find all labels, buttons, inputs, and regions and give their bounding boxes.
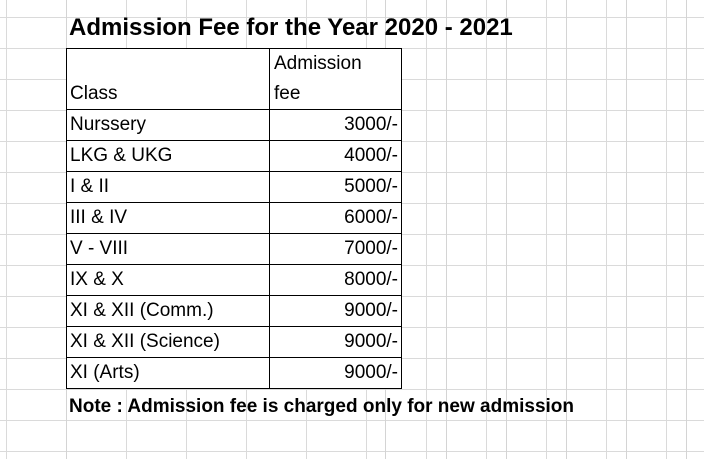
fee-cell[interactable]: 6000/- — [269, 202, 402, 234]
column-divider — [626, 0, 627, 459]
fee-cell[interactable]: 3000/- — [269, 109, 402, 141]
table-row: I & II 5000/- — [66, 171, 402, 203]
header-fee-line2: fee — [274, 83, 301, 104]
class-cell[interactable]: LKG & UKG — [66, 140, 270, 172]
admission-note[interactable]: Note : Admission fee is charged only for… — [69, 396, 575, 417]
table-row: XI & XII (Science) 9000/- — [66, 326, 402, 358]
table-row: LKG & UKG 4000/- — [66, 140, 402, 172]
class-cell[interactable]: I & II — [66, 171, 270, 203]
class-cell[interactable]: V - VIII — [66, 233, 270, 265]
fee-cell[interactable]: 9000/- — [269, 326, 402, 358]
table-row: Nurssery 3000/- — [66, 109, 402, 141]
header-fee-line1: Admission — [274, 53, 362, 74]
fee-cell[interactable]: 8000/- — [269, 264, 402, 296]
table-row: XI (Arts) 9000/- — [66, 357, 402, 389]
class-cell[interactable]: XI & XII (Comm.) — [66, 295, 270, 327]
table-row: IX & X 8000/- — [66, 264, 402, 296]
class-cell[interactable]: XI (Arts) — [66, 357, 270, 389]
class-cell[interactable]: III & IV — [66, 202, 270, 234]
fee-cell[interactable]: 9000/- — [269, 295, 402, 327]
sheet-title[interactable]: Admission Fee for the Year 2020 - 2021 — [69, 14, 513, 41]
fee-table: Class Admission fee Nurssery 3000/- LKG & … — [66, 48, 402, 389]
header-class-cell[interactable]: Class — [66, 48, 270, 110]
class-cell[interactable]: IX & X — [66, 264, 270, 296]
column-divider — [446, 0, 447, 459]
class-cell[interactable]: XI & XII (Science) — [66, 326, 270, 358]
table-row: V - VIII 7000/- — [66, 233, 402, 265]
table-row: XI & XII (Comm.) 9000/- — [66, 295, 402, 327]
fee-cell[interactable]: 4000/- — [269, 140, 402, 172]
fee-cell[interactable]: 5000/- — [269, 171, 402, 203]
column-divider — [506, 0, 507, 459]
column-divider — [566, 0, 567, 459]
class-cell[interactable]: Nurssery — [66, 109, 270, 141]
column-divider — [686, 0, 687, 459]
fee-cell[interactable]: 7000/- — [269, 233, 402, 265]
header-fee-cell[interactable]: Admission fee — [269, 48, 402, 110]
fee-cell[interactable]: 9000/- — [269, 357, 402, 389]
table-row: III & IV 6000/- — [66, 202, 402, 234]
table-header-row: Class Admission fee — [66, 48, 402, 110]
